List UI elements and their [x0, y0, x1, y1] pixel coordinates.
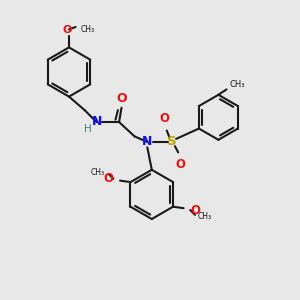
- Text: O: O: [117, 92, 128, 105]
- Text: CH₃: CH₃: [229, 80, 245, 89]
- Text: O: O: [63, 25, 72, 35]
- Text: N: N: [92, 115, 102, 128]
- Text: S: S: [167, 135, 177, 148]
- Text: O: O: [103, 172, 113, 185]
- Text: CH₃: CH₃: [198, 212, 212, 221]
- Text: O: O: [159, 112, 169, 125]
- Text: N: N: [142, 135, 152, 148]
- Text: H: H: [84, 124, 92, 134]
- Text: CH₃: CH₃: [91, 168, 105, 177]
- Text: CH₃: CH₃: [80, 25, 94, 34]
- Text: O: O: [190, 203, 200, 217]
- Text: O: O: [175, 158, 185, 171]
